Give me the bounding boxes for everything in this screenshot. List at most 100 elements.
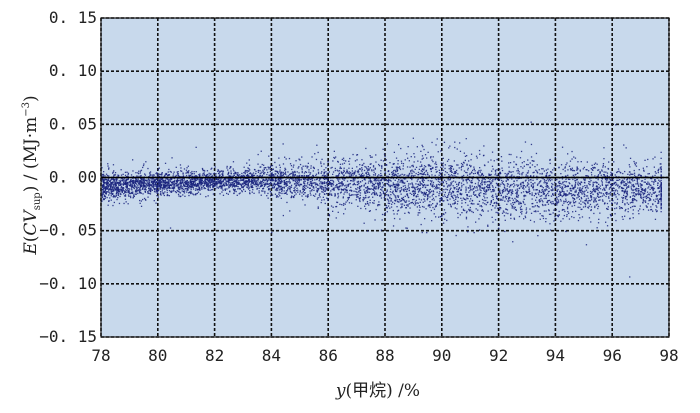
data-point [375, 154, 377, 156]
data-point [168, 182, 170, 184]
data-point [538, 169, 540, 171]
data-point [155, 202, 157, 204]
data-point [347, 184, 350, 186]
data-point [278, 193, 280, 195]
data-point [396, 170, 398, 172]
data-point [391, 191, 393, 193]
data-point [150, 185, 153, 187]
data-point [442, 166, 444, 168]
data-point [443, 222, 445, 224]
data-point [289, 188, 291, 191]
data-point [522, 187, 524, 189]
data-point [455, 197, 457, 199]
data-point [402, 182, 404, 184]
data-point [483, 190, 486, 192]
data-point [589, 200, 591, 202]
data-point [313, 187, 315, 189]
data-point [140, 175, 142, 177]
data-point [365, 197, 367, 199]
data-point [169, 180, 171, 182]
data-point [334, 195, 336, 197]
data-point [449, 190, 451, 192]
data-point [567, 178, 570, 180]
data-point [530, 185, 533, 187]
data-point [159, 173, 162, 176]
data-point [348, 202, 351, 204]
data-point [606, 225, 609, 227]
data-point [400, 193, 402, 195]
data-point [233, 183, 235, 185]
data-point [178, 187, 180, 189]
data-point [138, 175, 140, 177]
data-point [268, 168, 270, 170]
data-point [266, 180, 269, 182]
data-point [551, 179, 553, 181]
data-point [407, 185, 410, 187]
data-point [216, 182, 218, 184]
data-point [108, 194, 110, 196]
data-point [595, 204, 598, 206]
data-point [630, 206, 632, 209]
data-point [403, 200, 406, 202]
data-point [401, 206, 403, 208]
data-point [422, 177, 424, 179]
data-point [212, 185, 214, 187]
data-point [649, 177, 652, 180]
data-point [498, 178, 501, 181]
data-point [514, 184, 516, 186]
data-point [478, 169, 480, 172]
data-point [472, 188, 475, 190]
data-point [216, 182, 218, 185]
data-point [559, 190, 561, 193]
data-point [144, 198, 147, 201]
data-point [315, 173, 318, 175]
data-point [565, 198, 567, 200]
data-point [189, 183, 191, 185]
data-point [201, 182, 203, 184]
data-point [481, 209, 484, 211]
data-point [409, 192, 411, 194]
data-point [136, 187, 138, 190]
data-point [445, 188, 447, 190]
data-point [396, 184, 399, 186]
data-point [408, 174, 410, 176]
data-point [564, 201, 566, 203]
data-point [530, 143, 533, 146]
data-point [641, 180, 644, 182]
data-point [107, 181, 109, 184]
data-point [436, 186, 438, 188]
data-point [594, 167, 596, 169]
data-point [199, 193, 202, 195]
data-point [583, 179, 585, 181]
data-point [121, 183, 123, 185]
data-point [624, 215, 626, 217]
data-point [168, 184, 171, 187]
data-point [230, 175, 232, 177]
data-point [269, 168, 272, 170]
data-point [614, 190, 616, 192]
data-point [450, 187, 452, 189]
data-point [629, 181, 631, 184]
data-point [482, 210, 484, 212]
data-point [182, 190, 185, 193]
data-point [625, 184, 627, 186]
data-point [135, 183, 138, 185]
data-point [508, 170, 510, 172]
data-point [220, 170, 222, 172]
data-point [619, 207, 621, 210]
data-point [278, 157, 280, 159]
data-point [357, 181, 359, 183]
data-point [629, 157, 632, 159]
data-point [606, 207, 608, 210]
data-point [337, 160, 339, 163]
data-point [565, 195, 567, 197]
data-point [315, 186, 317, 188]
data-point [342, 157, 345, 159]
data-point [210, 184, 213, 186]
data-point [355, 190, 357, 193]
data-point [113, 196, 115, 198]
data-point [306, 196, 309, 198]
data-point [114, 188, 116, 191]
data-point [613, 187, 615, 190]
data-point [236, 183, 238, 186]
